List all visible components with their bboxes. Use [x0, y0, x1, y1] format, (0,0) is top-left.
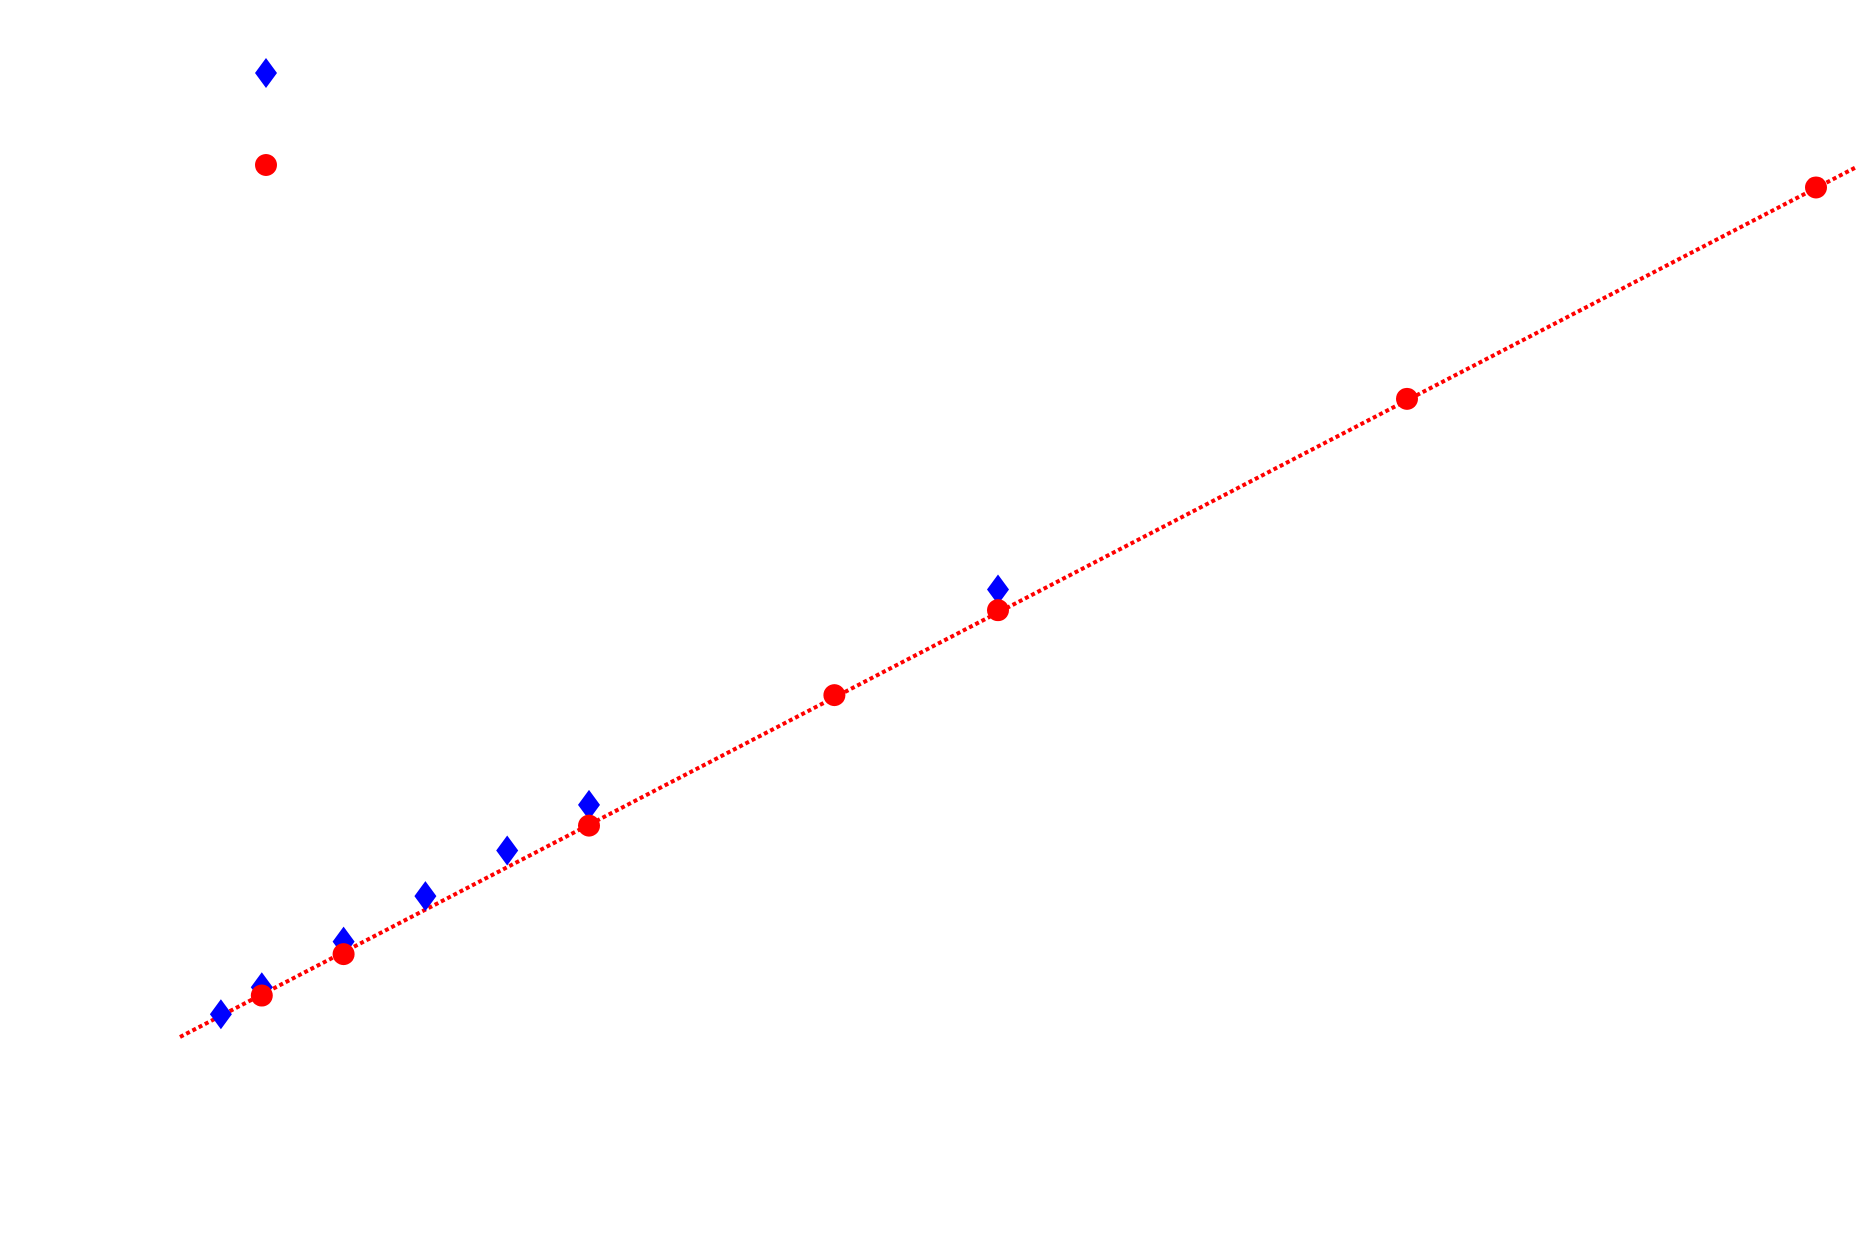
legend-marker-0 — [255, 58, 277, 88]
series-1-point-4 — [987, 599, 1009, 622]
series-1-point-6 — [1805, 176, 1827, 199]
series-0-point-5 — [578, 789, 600, 820]
series-1-point-0 — [250, 984, 273, 1007]
legend-marker-1 — [255, 154, 277, 176]
series-0-point-3 — [414, 881, 437, 912]
series-0-point-6 — [987, 574, 1009, 605]
series-1-point-2 — [578, 814, 600, 837]
series-1-point-1 — [332, 943, 355, 966]
legend — [255, 58, 277, 176]
series-0-point-0 — [209, 999, 232, 1030]
series-1-point-5 — [1396, 387, 1418, 410]
plot-area — [179, 165, 1858, 1039]
series-1-point-3 — [823, 684, 846, 707]
series-0-point-4 — [496, 835, 519, 866]
